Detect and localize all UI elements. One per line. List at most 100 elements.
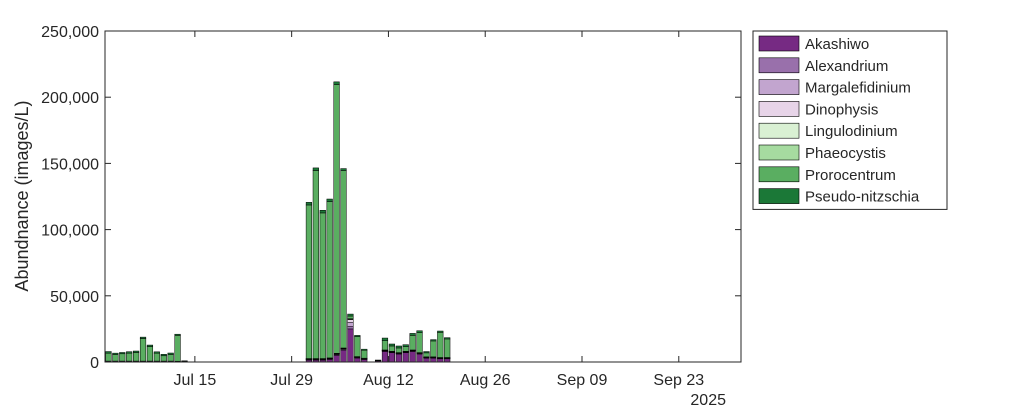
bar-segment-pseudo-nitzschia — [382, 338, 388, 341]
y-axis-label: Abundnance (images/L) — [12, 100, 32, 291]
bar-segment-pseudo-nitzschia — [396, 346, 402, 348]
bar-segment-prorocentrum — [437, 332, 443, 357]
bar-segment-prorocentrum — [424, 353, 430, 357]
bar-segment-pseudo-nitzschia — [306, 202, 312, 205]
bar-segment-prorocentrum — [327, 202, 333, 358]
bar-segment-pseudo-nitzschia — [361, 349, 367, 350]
bar-segment-pseudo-nitzschia — [334, 82, 340, 85]
bar-segment-prorocentrum — [168, 354, 174, 361]
bar-segment-prorocentrum — [361, 350, 367, 358]
bar-segment-pseudo-nitzschia — [113, 353, 119, 354]
bar-segment-prorocentrum — [161, 356, 167, 361]
bar-segment-akashiwo — [382, 351, 388, 362]
bar-segment-prorocentrum — [389, 346, 395, 351]
bar-segment-prorocentrum — [140, 339, 146, 362]
bar-segment-prorocentrum — [113, 354, 119, 361]
bar-segment-pseudo-nitzschia — [341, 169, 347, 171]
bar-segment-akashiwo — [410, 351, 416, 362]
plot-area-frame — [105, 31, 741, 362]
legend-swatch-margalefidinium — [759, 80, 799, 95]
bar-segment-pseudo-nitzschia — [168, 353, 174, 354]
legend-label-prorocentrum: Prorocentrum — [805, 167, 896, 184]
bar-segment-prorocentrum — [147, 347, 153, 362]
bar-segment-prorocentrum — [320, 213, 326, 359]
bar-segment-prorocentrum — [334, 84, 340, 353]
bar-segment-prorocentrum — [396, 348, 402, 353]
bar-segment-akashiwo — [417, 354, 423, 362]
bar-segment-pseudo-nitzschia — [320, 210, 326, 213]
legend-swatch-prorocentrum — [759, 167, 799, 182]
bar-segment-pseudo-nitzschia — [154, 352, 160, 353]
bar-segment-pseudo-nitzschia — [410, 333, 416, 335]
legend-swatch-phaeocystis — [759, 145, 799, 160]
bar-segment-akashiwo — [403, 353, 409, 362]
legend-swatch-akashiwo — [759, 36, 799, 51]
bar-segment-akashiwo — [431, 358, 437, 362]
bar-segment-alexandrium — [348, 326, 354, 329]
legend: AkashiwoAlexandriumMargalefidiniumDinoph… — [753, 31, 947, 209]
bar-segment-prorocentrum — [444, 339, 450, 358]
bar-segment-pseudo-nitzschia — [133, 351, 139, 352]
bar-segment-pseudo-nitzschia — [424, 352, 430, 353]
legend-label-margalefidinium: Margalefidinium — [805, 80, 911, 97]
bar-segment-akashiwo — [334, 355, 340, 362]
bar-segment-prorocentrum — [313, 171, 319, 359]
legend-label-phaeocystis: Phaeocystis — [805, 145, 886, 162]
legend-label-lingulodinium: Lingulodinium — [805, 123, 898, 140]
bar-segment-prorocentrum — [417, 333, 423, 353]
bar-segment-margalefidinium — [348, 322, 354, 326]
bars-layer — [106, 82, 450, 362]
bar-segment-pseudo-nitzschia — [403, 345, 409, 347]
y-tick-label: 50,000 — [50, 289, 99, 306]
legend-swatch-dinophysis — [759, 101, 799, 116]
bar-segment-pseudo-nitzschia — [444, 338, 450, 339]
bar-segment-dinophysis — [348, 320, 354, 323]
bar-segment-prorocentrum — [354, 337, 360, 357]
bar-segment-pseudo-nitzschia — [437, 331, 443, 332]
bar-segment-pseudo-nitzschia — [389, 344, 395, 346]
x-axis-year-label: 2025 — [690, 392, 726, 409]
x-tick-label: Sep 09 — [557, 372, 608, 389]
bar-segment-pseudo-nitzschia — [313, 168, 319, 171]
bar-segment-prorocentrum — [154, 353, 160, 361]
bar-segment-prorocentrum — [306, 205, 312, 359]
legend-swatch-lingulodinium — [759, 123, 799, 138]
bar-segment-prorocentrum — [175, 335, 181, 361]
bar-segment-prorocentrum — [431, 341, 437, 357]
bar-segment-prorocentrum — [410, 335, 416, 350]
bar-segment-pseudo-nitzschia — [417, 331, 423, 333]
bar-segment-akashiwo — [389, 353, 395, 362]
legend-label-alexandrium: Alexandrium — [805, 58, 888, 75]
bar-segment-pseudo-nitzschia — [147, 345, 153, 346]
y-tick-label: 250,000 — [41, 24, 99, 41]
bar-segment-pseudo-nitzschia — [327, 199, 333, 202]
bar-segment-pseudo-nitzschia — [106, 352, 112, 354]
y-tick-label: 200,000 — [41, 90, 99, 107]
bar-segment-akashiwo — [354, 358, 360, 362]
x-tick-label: Sep 23 — [653, 372, 704, 389]
bar-segment-akashiwo — [348, 329, 354, 362]
y-tick-label: 150,000 — [41, 156, 99, 173]
bar-segment-akashiwo — [396, 354, 402, 362]
legend-swatch-pseudo-nitzschia — [759, 189, 799, 204]
x-tick-label: Jul 29 — [270, 372, 313, 389]
bar-segment-pseudo-nitzschia — [140, 337, 146, 338]
bar-segment-prorocentrum — [341, 171, 347, 348]
bar-segment-pseudo-nitzschia — [119, 352, 125, 353]
bar-segment-prorocentrum — [119, 354, 125, 361]
bar-segment-prorocentrum — [382, 341, 388, 350]
bar-segment-prorocentrum — [348, 316, 354, 319]
bar-segment-akashiwo — [424, 358, 430, 362]
legend-label-akashiwo: Akashiwo — [805, 36, 869, 53]
bar-segment-pseudo-nitzschia — [161, 354, 167, 355]
y-tick-label: 100,000 — [41, 223, 99, 240]
bar-segment-pseudo-nitzschia — [431, 340, 437, 341]
bar-segment-pseudo-nitzschia — [175, 334, 181, 335]
bar-segment-akashiwo — [341, 350, 347, 362]
bar-segment-pseudo-nitzschia — [126, 352, 132, 353]
bar-segment-prorocentrum — [133, 352, 139, 361]
bar-segment-prorocentrum — [403, 347, 409, 352]
